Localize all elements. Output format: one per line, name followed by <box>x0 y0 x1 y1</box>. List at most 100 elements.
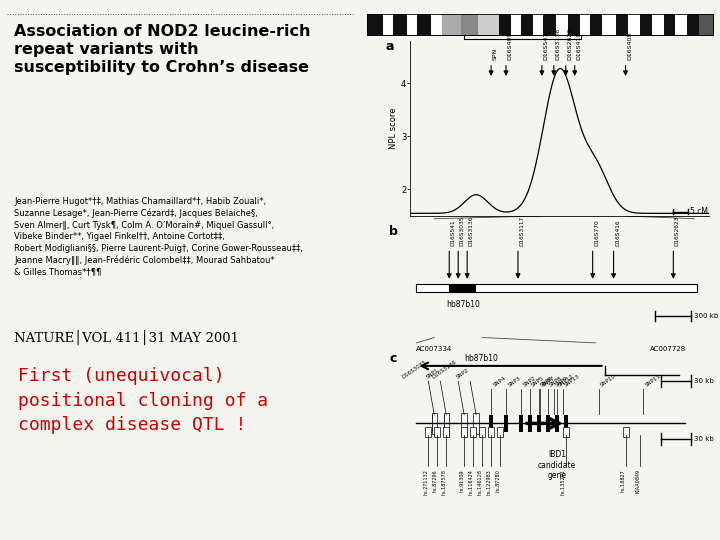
Bar <box>623 427 629 437</box>
Text: SNP4: SNP4 <box>492 376 507 388</box>
Text: hs.87296: hs.87296 <box>432 469 437 492</box>
Text: SNP8: SNP8 <box>549 376 563 388</box>
Text: hb87b10: hb87b10 <box>464 354 498 363</box>
Text: D16S3035: D16S3035 <box>459 215 464 246</box>
Text: SPN: SPN <box>492 48 498 60</box>
Bar <box>432 415 436 432</box>
Text: SNP5: SNP5 <box>531 376 546 388</box>
Text: hb87b10: hb87b10 <box>446 300 480 309</box>
Bar <box>498 14 510 35</box>
Text: Jean-Pierre Hugot*†‡, Mathias Chamaillard*†, Habib Zouali*,
Suzanne Lesage*, Jea: Jean-Pierre Hugot*†‡, Mathias Chamaillar… <box>14 197 303 276</box>
Text: SNP9: SNP9 <box>554 376 570 388</box>
Y-axis label: NPL score: NPL score <box>389 107 398 149</box>
Bar <box>504 415 508 432</box>
Bar <box>628 14 640 35</box>
Bar <box>393 14 407 35</box>
Bar <box>488 427 494 437</box>
Bar <box>537 415 541 432</box>
Text: b: b <box>390 225 398 238</box>
Text: hs.135201: hs.135201 <box>561 469 566 495</box>
Text: SNP2: SNP2 <box>455 367 469 379</box>
Bar <box>462 413 467 434</box>
Bar <box>563 427 569 437</box>
Bar <box>556 14 567 35</box>
Bar <box>418 14 431 35</box>
Bar <box>449 284 476 292</box>
Text: KIAA0849: KIAA0849 <box>636 469 641 494</box>
Text: hs.87280: hs.87280 <box>495 469 500 492</box>
Bar <box>444 415 449 432</box>
Bar <box>367 14 713 35</box>
Text: a: a <box>385 40 394 53</box>
Text: SNP10: SNP10 <box>600 374 617 388</box>
Text: D16S3136: D16S3136 <box>431 359 458 379</box>
Text: D16S3136: D16S3136 <box>469 216 474 246</box>
Bar <box>474 413 479 434</box>
Text: D16S3136: D16S3136 <box>555 28 560 60</box>
Bar <box>533 14 544 35</box>
Bar <box>434 427 441 437</box>
Bar <box>510 14 521 35</box>
Bar <box>665 14 675 35</box>
Bar <box>675 14 687 35</box>
Text: 30 kb: 30 kb <box>694 436 714 442</box>
Text: SNP11: SNP11 <box>644 374 662 388</box>
Bar <box>426 427 431 437</box>
Text: D16S2623: D16S2623 <box>567 28 572 60</box>
Text: D16S541: D16S541 <box>451 219 456 246</box>
Text: 30 kb: 30 kb <box>694 378 714 384</box>
Bar <box>479 427 485 437</box>
Text: D16S409: D16S409 <box>508 32 513 60</box>
Text: hs.116424: hs.116424 <box>468 469 473 495</box>
Bar <box>367 14 713 35</box>
Text: AC007728: AC007728 <box>649 346 685 352</box>
Text: NATURE│VOL 411│31 MAY 2001: NATURE│VOL 411│31 MAY 2001 <box>14 329 239 345</box>
Text: D16S3035: D16S3035 <box>401 359 428 379</box>
Bar <box>367 14 383 35</box>
Bar <box>590 14 602 35</box>
Text: D16S770: D16S770 <box>594 219 599 246</box>
Bar <box>687 14 699 35</box>
Text: SNP3: SNP3 <box>507 376 521 388</box>
Bar <box>461 14 478 35</box>
Text: 5 cM: 5 cM <box>690 207 708 216</box>
Bar <box>567 14 580 35</box>
Bar <box>431 413 437 434</box>
Bar <box>474 415 478 432</box>
Text: D16S408: D16S408 <box>627 32 632 60</box>
Bar <box>546 415 550 432</box>
Text: SNP1: SNP1 <box>425 367 440 379</box>
Bar <box>444 427 449 437</box>
Bar <box>544 14 556 35</box>
Text: AC007334: AC007334 <box>416 346 453 352</box>
Text: SNP6: SNP6 <box>540 376 554 388</box>
Text: hs.18827: hs.18827 <box>621 469 626 492</box>
Bar <box>497 427 503 437</box>
Text: D16S2623: D16S2623 <box>675 215 680 246</box>
Bar <box>383 14 393 35</box>
Text: 300 kb: 300 kb <box>694 313 719 319</box>
Bar <box>652 14 665 35</box>
Text: c: c <box>390 353 397 366</box>
Bar <box>444 413 449 434</box>
Text: SNP12: SNP12 <box>558 374 575 388</box>
Text: D16S419: D16S419 <box>576 32 581 60</box>
Bar <box>699 14 713 35</box>
Text: D16S541: D16S541 <box>544 32 549 60</box>
Bar <box>521 14 533 35</box>
Text: hs.187578: hs.187578 <box>441 469 446 495</box>
Text: hs.271132: hs.271132 <box>423 469 428 495</box>
Text: hs.122983: hs.122983 <box>486 469 491 495</box>
Bar <box>564 415 568 432</box>
Bar <box>554 415 559 432</box>
Bar <box>462 415 467 432</box>
Bar <box>528 415 532 432</box>
Text: hs.146128: hs.146128 <box>477 469 482 495</box>
Bar <box>580 14 590 35</box>
Text: hs.91309: hs.91309 <box>459 469 464 492</box>
Bar <box>478 14 498 35</box>
Bar <box>470 427 476 437</box>
Text: First (unequivocal)
positional cloning of a
complex disease QTL !: First (unequivocal) positional cloning o… <box>18 367 268 434</box>
Text: Association of NOD2 leucine-rich
repeat variants with
susceptibility to Crohn’s : Association of NOD2 leucine-rich repeat … <box>14 24 311 75</box>
Bar <box>416 284 697 292</box>
